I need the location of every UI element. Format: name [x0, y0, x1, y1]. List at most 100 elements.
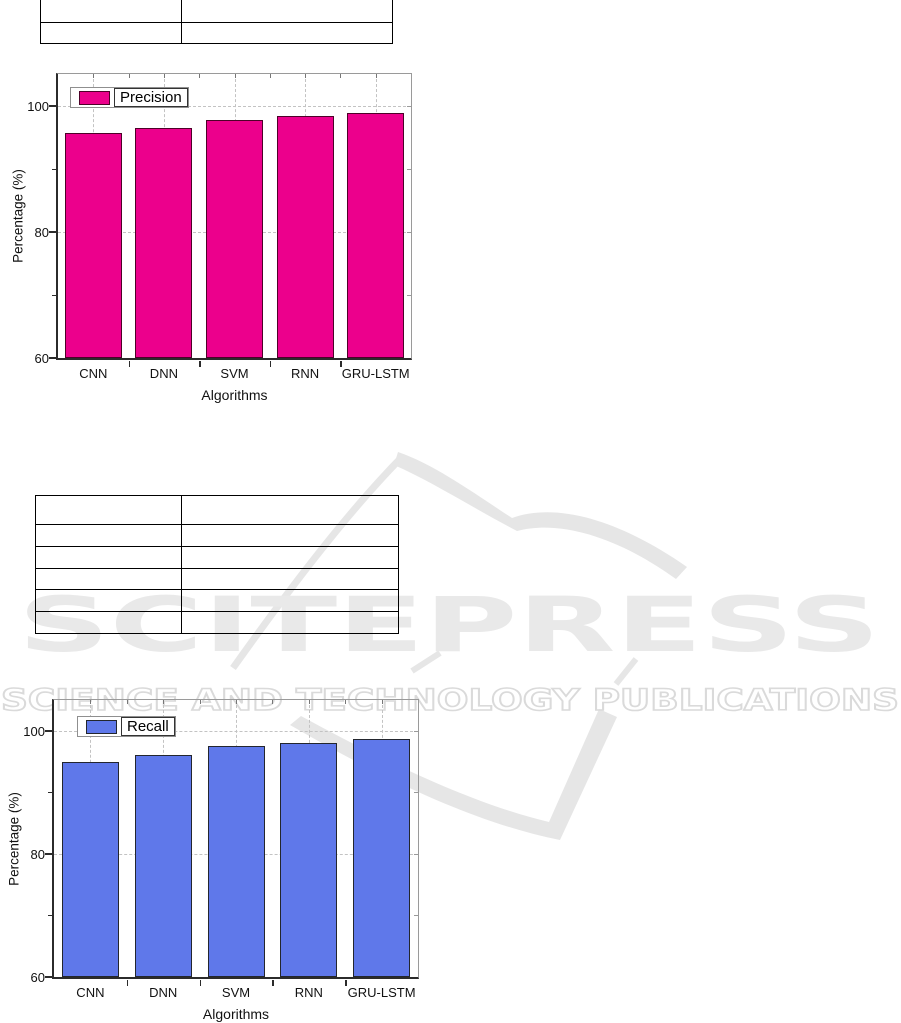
- y-tick-label: 100: [23, 723, 45, 739]
- top-tick: [199, 700, 201, 704]
- x-tick-label: DNN: [149, 985, 178, 1000]
- y-tick-label: 100: [27, 98, 49, 114]
- y-axis-minor-tick: [48, 792, 53, 794]
- right-tick: [414, 853, 418, 855]
- top-tick: [234, 74, 236, 78]
- table-cell: [35, 524, 182, 547]
- y-axis-minor-tick: [48, 915, 53, 917]
- recall-bar-chart: CNN DNN SVM RNN GRU-LSTM 60 80 100 Algorithms Per…: [7, 699, 419, 1022]
- top-tick: [381, 700, 383, 704]
- top-tick: [199, 74, 201, 78]
- top-tick: [340, 74, 342, 78]
- results-table-middle: [35, 495, 399, 634]
- table-cell: [35, 589, 182, 612]
- x-tick-label: CNN: [76, 985, 105, 1000]
- x-tick-label: GRU-LSTM: [341, 366, 410, 381]
- top-tick: [269, 74, 271, 78]
- right-tick: [407, 105, 411, 107]
- y-tick-label: 80: [30, 846, 45, 862]
- table-cell: [181, 568, 399, 590]
- table-cell: [40, 0, 182, 23]
- top-tick: [163, 700, 165, 704]
- table-cell: [181, 589, 399, 612]
- y-axis-title: Percentage (%): [6, 791, 22, 886]
- x-tick-label: SVM: [221, 985, 251, 1000]
- right-tick: [414, 730, 418, 732]
- y-axis-minor-tick: [52, 294, 57, 296]
- table-cell: [35, 568, 182, 590]
- bar-cnn: [64, 133, 122, 358]
- y-axis-title: Percentage (%): [10, 169, 26, 263]
- table-cell: [35, 611, 182, 634]
- bar-rnn: [280, 743, 338, 977]
- bar-gru-lstm: [353, 739, 411, 977]
- right-tick: [414, 915, 418, 917]
- y-axis-tick: [49, 104, 57, 107]
- legend-label: Precision: [114, 88, 188, 107]
- table-cell: [40, 21, 182, 44]
- top-tick: [236, 700, 237, 704]
- legend: Recall: [77, 716, 176, 737]
- watermark-subtitle: SCIENCE AND TECHNOLOGY PUBLICATIONS: [1, 683, 899, 717]
- right-tick: [407, 231, 411, 233]
- x-axis-title: Algorithms: [202, 1006, 270, 1022]
- x-tick-label: SVM: [220, 366, 249, 381]
- x-tick-label: RNN: [294, 985, 323, 1000]
- y-tick-label: 60: [34, 351, 49, 366]
- bar-dnn: [134, 755, 192, 977]
- top-tick: [128, 74, 130, 78]
- bar-svm: [207, 746, 265, 977]
- legend-swatch: [79, 91, 110, 105]
- top-tick: [375, 74, 377, 78]
- table-cell: [181, 0, 393, 23]
- top-tick: [126, 700, 128, 704]
- table-cell: [181, 524, 399, 547]
- x-tick-label: RNN: [291, 366, 320, 381]
- x-axis-tick: [272, 980, 274, 986]
- results-table-top: [40, 0, 393, 44]
- x-axis-tick: [345, 980, 347, 986]
- x-tick-label: GRU-LSTM: [347, 985, 416, 1000]
- right-tick: [407, 168, 411, 170]
- x-axis-tick: [269, 361, 272, 367]
- table-cell: [181, 21, 393, 44]
- y-axis-tick: [45, 729, 53, 732]
- bar-svm: [206, 120, 263, 358]
- top-tick: [272, 700, 274, 704]
- top-tick: [308, 700, 310, 704]
- legend-label: Recall: [121, 717, 175, 736]
- x-axis-tick: [199, 361, 201, 367]
- right-tick: [407, 294, 411, 296]
- y-axis-tick: [49, 230, 57, 233]
- legend-swatch: [86, 720, 117, 734]
- x-axis-tick: [199, 980, 202, 986]
- table-cell: [181, 495, 399, 525]
- x-tick-label: CNN: [79, 366, 108, 381]
- x-axis-title: Algorithms: [201, 387, 268, 403]
- legend: Precision: [70, 87, 189, 108]
- y-tick-label: 80: [34, 224, 49, 240]
- y-axis-minor-tick: [52, 168, 57, 170]
- top-tick: [163, 74, 165, 78]
- y-axis-tick: [49, 357, 57, 359]
- precision-bar-chart: CNN DNN SVM RNN GRU-LSTM 60 80 100 Algorithms Per…: [11, 73, 412, 403]
- bar-rnn: [276, 115, 334, 358]
- x-axis-tick: [340, 361, 342, 367]
- top-tick: [305, 74, 307, 78]
- x-axis-tick: [126, 980, 129, 986]
- right-tick: [414, 792, 418, 794]
- bar-gru-lstm: [347, 112, 405, 358]
- table-cell: [35, 495, 182, 525]
- table-cell: [181, 611, 399, 634]
- y-tick-label: 60: [30, 970, 45, 985]
- top-tick: [90, 700, 92, 704]
- y-axis-tick: [45, 852, 53, 855]
- bar-dnn: [135, 128, 193, 358]
- y-axis-tick: [45, 976, 53, 978]
- x-axis-tick: [128, 361, 131, 367]
- top-tick: [345, 700, 347, 704]
- table-cell: [181, 546, 399, 569]
- bar-cnn: [61, 762, 119, 977]
- x-tick-label: DNN: [149, 366, 178, 381]
